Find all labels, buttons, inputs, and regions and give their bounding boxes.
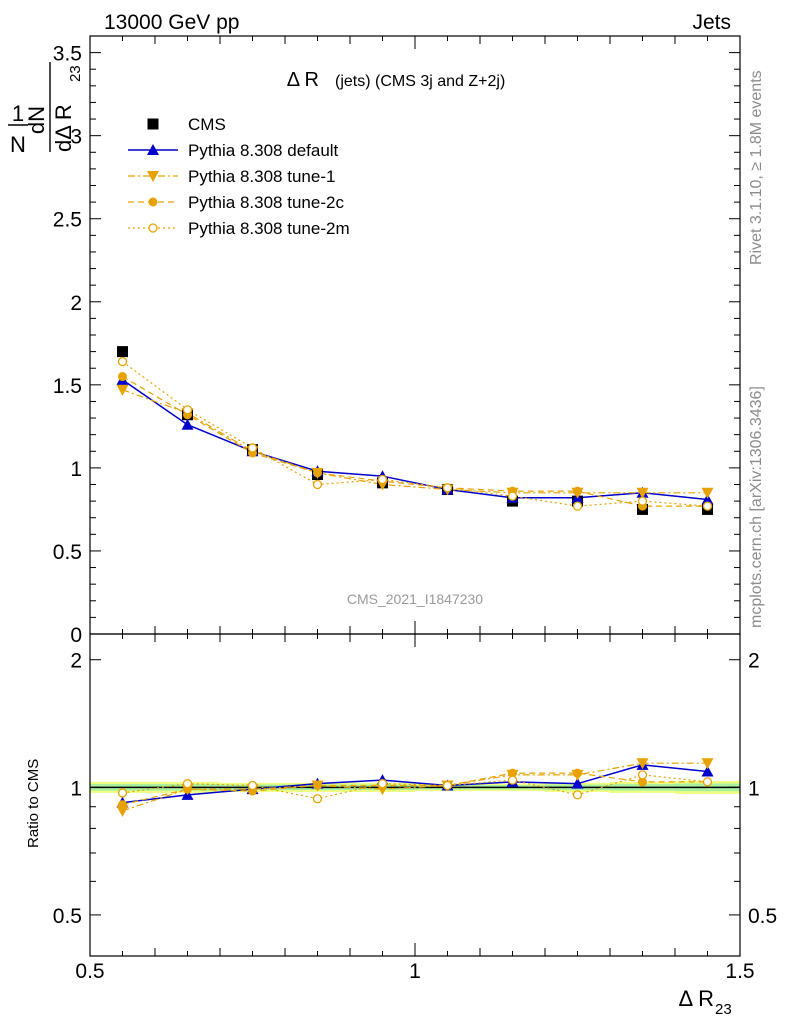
legend: CMS Pythia 8.308 default Pythia 8.308 tune… bbox=[128, 115, 350, 238]
main-point-pythia-8-308-tune-1 bbox=[701, 487, 714, 499]
ratio-point-pythia-8-308-tune-2m bbox=[377, 779, 388, 789]
x-tick-label: 1.5 bbox=[725, 960, 754, 983]
y-tick-label: 2 bbox=[70, 292, 82, 315]
x-axis-label: Δ R 23 bbox=[679, 986, 732, 1018]
legend-entry: CMS bbox=[188, 115, 226, 134]
analysis-watermark: CMS_2021_I1847230 bbox=[347, 591, 483, 607]
y-tick-label: 1 bbox=[70, 458, 82, 481]
panel-title-sub: (jets) (CMS 3j and Z+2j) bbox=[335, 73, 505, 90]
ratio-y-tick-label: 2 bbox=[70, 650, 82, 673]
main-point-pythia-8-308-tune-1 bbox=[116, 384, 129, 396]
ratio-point-pythia-8-308-tune-2m bbox=[637, 770, 648, 780]
legend-entry: Pythia 8.308 tune-2m bbox=[188, 219, 350, 238]
ratio-point-pythia-8-308-default bbox=[571, 777, 584, 789]
ratio-point-pythia-8-308-tune-2m bbox=[507, 775, 518, 785]
main-point-pythia-8-308-tune-2m bbox=[637, 496, 648, 506]
ratio-point-pythia-8-308-default bbox=[701, 765, 714, 777]
ratio-point-pythia-8-308-tune-1 bbox=[701, 758, 714, 770]
y-label-N: N bbox=[10, 132, 26, 157]
main-point-pythia-8-308-tune-2m bbox=[507, 491, 518, 501]
ratio-line-pythia-8-308-default bbox=[122, 764, 708, 804]
y-tick-label: 3.5 bbox=[53, 43, 82, 66]
ratio-point-pythia-8-308-tune-1 bbox=[636, 758, 649, 770]
ratio-line-pythia-8-308-tune-2m bbox=[122, 774, 708, 800]
legend-marker-pythia-8-308-default bbox=[147, 144, 159, 155]
ratio-y-tick-label-right: 1 bbox=[748, 777, 760, 800]
main-point-pythia-8-308-tune-2m bbox=[702, 501, 713, 511]
header-right: Jets bbox=[692, 11, 731, 34]
ratio-point-pythia-8-308-tune-2m bbox=[702, 777, 713, 787]
legend-marker-cms bbox=[147, 118, 159, 130]
ratio-point-pythia-8-308-tune-2m bbox=[572, 790, 583, 800]
ratio-point-pythia-8-308-tune-2m bbox=[117, 788, 128, 798]
legend-entry: Pythia 8.308 tune-2c bbox=[188, 193, 344, 212]
ratio-point-pythia-8-308-tune-1 bbox=[116, 805, 129, 817]
ratio-point-pythia-8-308-tune-2c bbox=[313, 780, 322, 790]
mcplots-label: mcplots.cern.ch [arXiv:1306.3436] bbox=[748, 386, 765, 628]
y-label-d: dΔ R bbox=[51, 104, 76, 152]
main-point-pythia-8-308-tune-1 bbox=[636, 487, 649, 499]
y-tick-label: 2.5 bbox=[53, 209, 82, 232]
main-point-pythia-8-308-default bbox=[181, 418, 194, 430]
x-label-sub: 23 bbox=[715, 1001, 732, 1018]
y-axis-label: 1 N dN dΔ R 23 bbox=[8, 62, 84, 157]
ratio-point-pythia-8-308-tune-2m bbox=[182, 779, 193, 789]
y-tick-label: 3 bbox=[70, 126, 82, 149]
ratio-point-pythia-8-308-tune-2c bbox=[573, 768, 582, 778]
x-tick-label: 1 bbox=[409, 960, 421, 983]
ratio-point-pythia-8-308-tune-2m bbox=[442, 780, 453, 791]
x-label-main: Δ R bbox=[679, 986, 714, 1011]
main-point-pythia-8-308-tune-2m bbox=[312, 479, 323, 490]
ratio-y-tick-label-right: 0.5 bbox=[748, 905, 777, 928]
ratio-panel: 0.5 0.5 1 1 2 2 0.5 1 1.5 Ratio to CMS Δ R 23 bbox=[25, 633, 777, 1018]
main-point-pythia-8-308-tune-2m bbox=[247, 443, 258, 453]
main-point-pythia-8-308-tune-2c bbox=[313, 468, 322, 478]
ratio-point-pythia-8-308-tune-2m bbox=[312, 794, 323, 804]
y-label-dN: dN bbox=[24, 106, 49, 134]
legend-marker-pythia-8-308-tune-1 bbox=[147, 171, 159, 182]
ratio-point-pythia-8-308-tune-2c bbox=[118, 800, 127, 810]
main-point-pythia-8-308-tune-2m bbox=[377, 474, 388, 485]
main-point-pythia-8-308-tune-2m bbox=[182, 405, 193, 415]
main-line-pythia-8-308-tune-2m bbox=[122, 361, 708, 507]
rivet-label: Rivet 3.1.10, ≥ 1.8M events bbox=[748, 70, 765, 265]
ratio-line-pythia-8-308-tune-1 bbox=[122, 762, 708, 812]
ratio-y-tick-label-right: 2 bbox=[748, 650, 760, 673]
panel-title-main: Δ R bbox=[287, 69, 319, 91]
ratio-y-tick-label: 1 bbox=[70, 777, 82, 800]
main-line-pythia-8-308-tune-1 bbox=[122, 389, 708, 494]
header-left: 13000 GeV pp bbox=[104, 11, 239, 34]
main-point-pythia-8-308-default bbox=[701, 493, 714, 505]
y-label-one: 1 bbox=[12, 101, 24, 126]
ratio-point-pythia-8-308-tune-2m bbox=[247, 780, 258, 791]
ratio-y-label: Ratio to CMS bbox=[25, 759, 42, 848]
main-point-pythia-8-308-tune-2m bbox=[572, 501, 583, 511]
ratio-line-pythia-8-308-tune-2c bbox=[122, 772, 708, 806]
y-tick-label: 0 bbox=[70, 624, 82, 647]
main-point-pythia-8-308-tune-2c bbox=[118, 372, 127, 382]
main-line-pythia-8-308-default bbox=[122, 379, 708, 501]
main-point-pythia-8-308-tune-2c bbox=[573, 486, 582, 496]
y-tick-label: 1.5 bbox=[53, 375, 82, 398]
ratio-y-tick-label: 0.5 bbox=[53, 905, 82, 928]
legend-marker-pythia-8-308-tune-2c bbox=[148, 197, 158, 207]
legend-entry: Pythia 8.308 default bbox=[188, 141, 339, 160]
main-line-pythia-8-308-tune-2c bbox=[122, 376, 708, 507]
main-point-cms bbox=[117, 346, 128, 358]
ratio-point-pythia-8-308-tune-2c bbox=[638, 777, 647, 787]
ratio-point-pythia-8-308-tune-2c bbox=[508, 768, 517, 778]
y-label-sub: 23 bbox=[67, 65, 84, 82]
main-point-pythia-8-308-tune-2m bbox=[117, 356, 128, 367]
x-tick-label: 0.5 bbox=[75, 960, 104, 983]
main-panel: 0 0.5 1 1.5 2 2.5 3 3.5 Δ R (jets) (CMS 3j and … bbox=[8, 35, 741, 647]
y-tick-label: 0.5 bbox=[53, 541, 82, 564]
legend-marker-pythia-8-308-tune-2m bbox=[148, 223, 158, 233]
main-point-pythia-8-308-tune-2m bbox=[442, 483, 453, 493]
legend-entry: Pythia 8.308 tune-1 bbox=[188, 167, 335, 186]
